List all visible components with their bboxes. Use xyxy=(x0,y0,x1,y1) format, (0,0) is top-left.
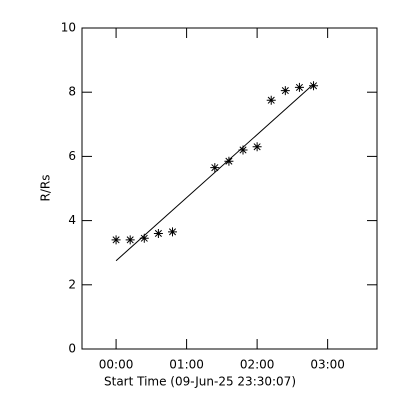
fit-line xyxy=(115,83,314,262)
x-axis-label: Start Time (09-Jun-25 23:30:07) xyxy=(104,375,296,389)
y-tick-label: 2 xyxy=(68,277,76,291)
asterisk-marker xyxy=(125,235,135,245)
asterisk-marker xyxy=(252,142,262,152)
asterisk-marker xyxy=(309,81,319,91)
y-tick-label: 8 xyxy=(68,85,76,99)
asterisk-marker xyxy=(153,228,163,238)
x-tick-label: 01:00 xyxy=(169,358,204,372)
y-tick-label: 6 xyxy=(68,149,76,163)
y-tick-label: 10 xyxy=(61,21,76,35)
plot-frame xyxy=(81,27,378,350)
x-tick-label: 02:00 xyxy=(240,358,275,372)
asterisk-marker xyxy=(139,233,149,243)
x-tick-label: 03:00 xyxy=(310,358,345,372)
asterisk-marker xyxy=(210,163,220,173)
asterisk-marker xyxy=(266,95,276,105)
asterisk-marker xyxy=(238,145,248,155)
asterisk-marker xyxy=(111,235,121,245)
y-axis-label: R/Rs xyxy=(39,175,53,202)
x-tick-label: 00:00 xyxy=(99,358,134,372)
y-tick-label: 0 xyxy=(68,342,76,356)
asterisk-marker xyxy=(224,156,234,166)
y-tick-label: 4 xyxy=(68,213,76,227)
asterisk-marker xyxy=(294,82,304,92)
asterisk-marker xyxy=(167,227,177,237)
asterisk-marker xyxy=(280,86,290,96)
